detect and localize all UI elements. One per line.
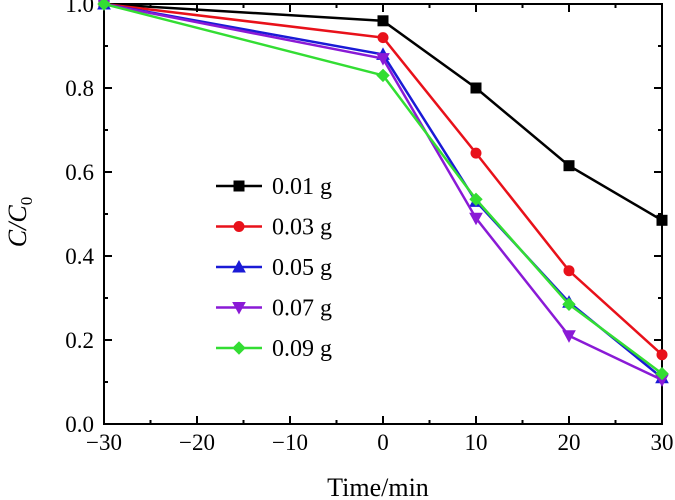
legend-label: 0.09 g: [272, 336, 332, 362]
data-point: [470, 147, 482, 159]
legend-entry: 0.03 g: [216, 215, 332, 241]
legend-label: 0.01 g: [272, 174, 332, 200]
legend-marker: [232, 341, 246, 355]
y-axis-title-subscript: 0: [17, 197, 36, 206]
data-point: [469, 212, 483, 226]
series-5: [97, 0, 669, 381]
data-point: [376, 53, 390, 66]
y-tick-label: 0.4: [65, 244, 94, 269]
legend-marker: [232, 302, 246, 315]
legend-label: 0.07 g: [272, 296, 332, 322]
data-point: [656, 349, 668, 361]
data-point: [469, 192, 483, 207]
legend-entry: 0.09 g: [216, 336, 332, 362]
x-tick-label: 10: [465, 430, 488, 455]
series-4: [97, 0, 669, 387]
y-tick-label: 0.8: [65, 76, 94, 101]
data-point: [377, 15, 389, 27]
legend-entry: 0.05 g: [216, 255, 332, 281]
series-layer: [97, 0, 669, 387]
data-point: [563, 160, 575, 172]
data-point: [470, 82, 482, 94]
y-axis-ticks: 0.0 0.2 0.4 0.6 0.8 1.0: [65, 0, 662, 437]
data-point: [656, 214, 668, 226]
y-tick-label: 0.2: [65, 328, 94, 353]
data-point: [97, 0, 111, 11]
x-tick-label: −20: [179, 430, 215, 455]
data-point: [562, 297, 576, 312]
legend: 0.01 g 0.03 g 0.05 g 0.07 g 0.09 g: [216, 174, 332, 362]
y-tick-label: 0.0: [65, 412, 94, 437]
plot-border: [103, 3, 663, 425]
y-tick-label: 0.6: [65, 160, 94, 185]
x-tick-label: 30: [651, 430, 674, 455]
x-tick-label: −10: [272, 430, 308, 455]
x-tick-label: −30: [86, 430, 122, 455]
legend-marker: [233, 180, 245, 192]
legend-entry: 0.07 g: [216, 296, 332, 322]
plot-frame: [103, 3, 663, 425]
legend-marker: [233, 221, 245, 232]
legend-entry: 0.01 g: [216, 174, 332, 200]
legend-marker: [232, 259, 246, 273]
legend-label: 0.03 g: [272, 215, 332, 241]
x-axis-ticks: −30 −20 −10 0 10 20 30: [86, 4, 674, 455]
x-axis-title: Time/min: [327, 473, 429, 500]
data-point: [563, 265, 575, 277]
legend-label: 0.05 g: [272, 255, 332, 281]
data-point: [377, 32, 389, 44]
data-point: [655, 366, 669, 381]
data-point: [562, 330, 576, 343]
y-axis-title-main: C/C: [3, 205, 32, 248]
y-tick-label: 1.0: [65, 0, 94, 17]
data-point: [376, 68, 390, 83]
x-tick-label: 0: [377, 430, 389, 455]
x-tick-label: 20: [558, 430, 581, 455]
y-axis-title: C/C0: [3, 197, 36, 247]
